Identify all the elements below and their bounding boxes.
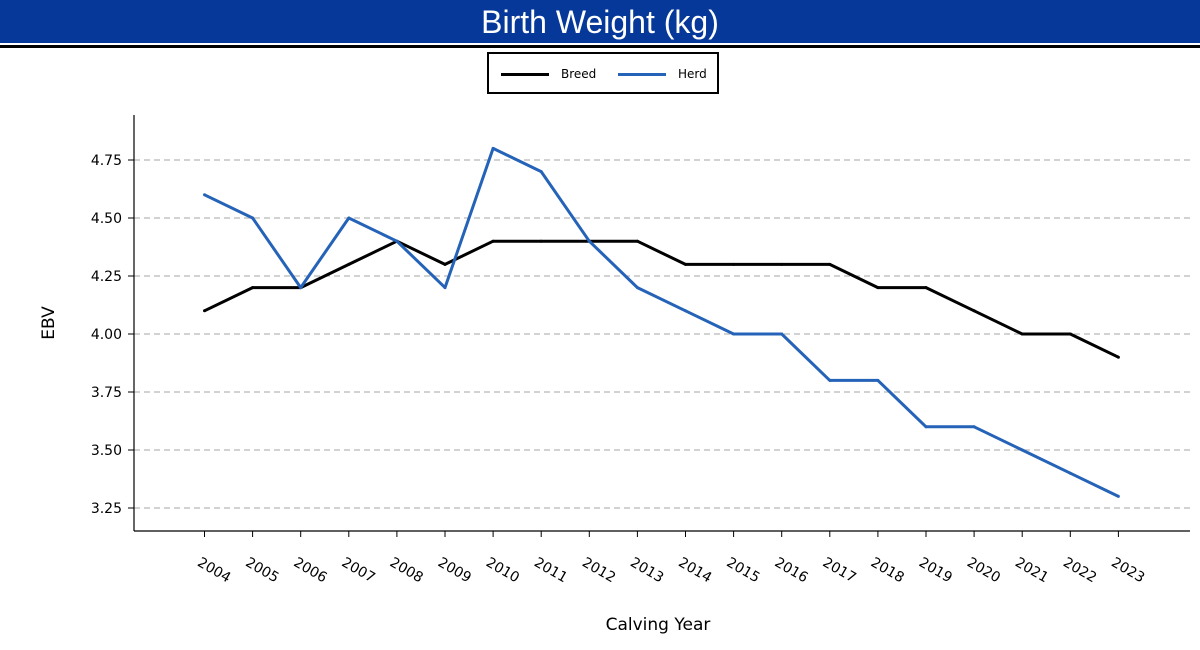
data-point-breed [539,239,543,243]
data-point-herd [635,286,639,290]
x-tick-label: 2021 [1012,555,1051,587]
legend-swatch-breed [501,72,549,76]
data-point-herd [924,425,928,429]
data-point-herd [587,239,591,243]
x-tick-label: 2015 [724,555,763,587]
data-point-breed [876,286,880,290]
data-point-breed [251,286,255,290]
y-tick-label: 4.75 [91,153,122,169]
data-point-herd [1116,494,1120,498]
data-point-breed [684,262,687,266]
data-point-breed [1068,332,1072,336]
data-point-herd [876,378,880,382]
data-point-breed [780,262,784,266]
y-tick-label: 4.25 [91,269,122,285]
data-point-herd [491,146,495,150]
x-tick-label: 2014 [676,555,715,587]
data-point-herd [395,239,399,243]
data-point-herd [443,286,447,290]
data-point-herd [299,286,303,290]
data-point-breed [828,262,832,266]
x-tick-label: 2009 [435,555,474,587]
data-point-herd [972,425,976,429]
x-tick-label: 2010 [483,555,522,587]
x-tick-label: 2018 [868,555,907,587]
x-tick-label: 2023 [1108,555,1147,587]
x-tick-label: 2012 [579,555,618,587]
y-tick-label: 3.50 [91,443,122,459]
y-tick-label: 3.25 [91,501,122,517]
data-point-herd [780,332,784,336]
data-point-breed [732,262,736,266]
data-point-herd [203,193,206,197]
x-tick-label: 2022 [1060,555,1099,587]
x-tick-label: 2013 [627,555,666,587]
data-point-herd [732,332,736,336]
x-tick-label: 2011 [531,555,570,587]
data-point-breed [1116,355,1120,359]
x-tick-label: 2019 [916,555,955,587]
data-point-breed [1020,332,1024,336]
x-tick-label: 2006 [291,555,330,587]
y-tick-label: 4.00 [91,327,122,343]
x-tick-label: 2007 [339,555,378,587]
series-line-herd [203,146,1120,498]
chart-legend: Breed Herd [487,52,719,94]
y-tick-label: 4.50 [91,211,122,227]
data-point-breed [203,309,206,313]
x-tick-label: 2020 [964,555,1003,587]
data-point-breed [972,309,976,313]
series-line-breed [203,239,1120,359]
y-axis-label: EBV [39,306,59,340]
chart-title-bar: Birth Weight (kg) [0,0,1200,43]
legend-label-breed: Breed [561,67,597,81]
x-tick-label: 2005 [243,555,282,587]
legend-label-herd: Herd [678,67,707,81]
x-tick-label: 2016 [772,555,811,587]
data-point-herd [1068,471,1072,475]
data-point-breed [635,239,639,243]
chart-title: Birth Weight (kg) [481,3,719,40]
x-tick-label: 2017 [820,555,859,587]
data-point-breed [347,262,351,266]
data-point-breed [443,262,447,266]
data-point-breed [924,286,928,290]
data-point-herd [347,216,351,220]
data-point-herd [539,170,543,174]
data-point-herd [251,216,255,220]
data-point-herd [828,378,832,382]
data-point-herd [1020,448,1024,452]
legend-swatch-herd [618,72,666,76]
data-point-breed [491,239,495,243]
x-axis-label: Calving Year [606,615,711,635]
data-point-herd [684,309,687,313]
x-tick-label: 2004 [195,555,234,587]
legend-item-breed: Breed [501,66,596,82]
y-tick-label: 3.75 [91,385,122,401]
legend-item-herd: Herd [618,66,707,82]
x-tick-label: 2008 [387,555,426,587]
title-divider [0,45,1200,48]
